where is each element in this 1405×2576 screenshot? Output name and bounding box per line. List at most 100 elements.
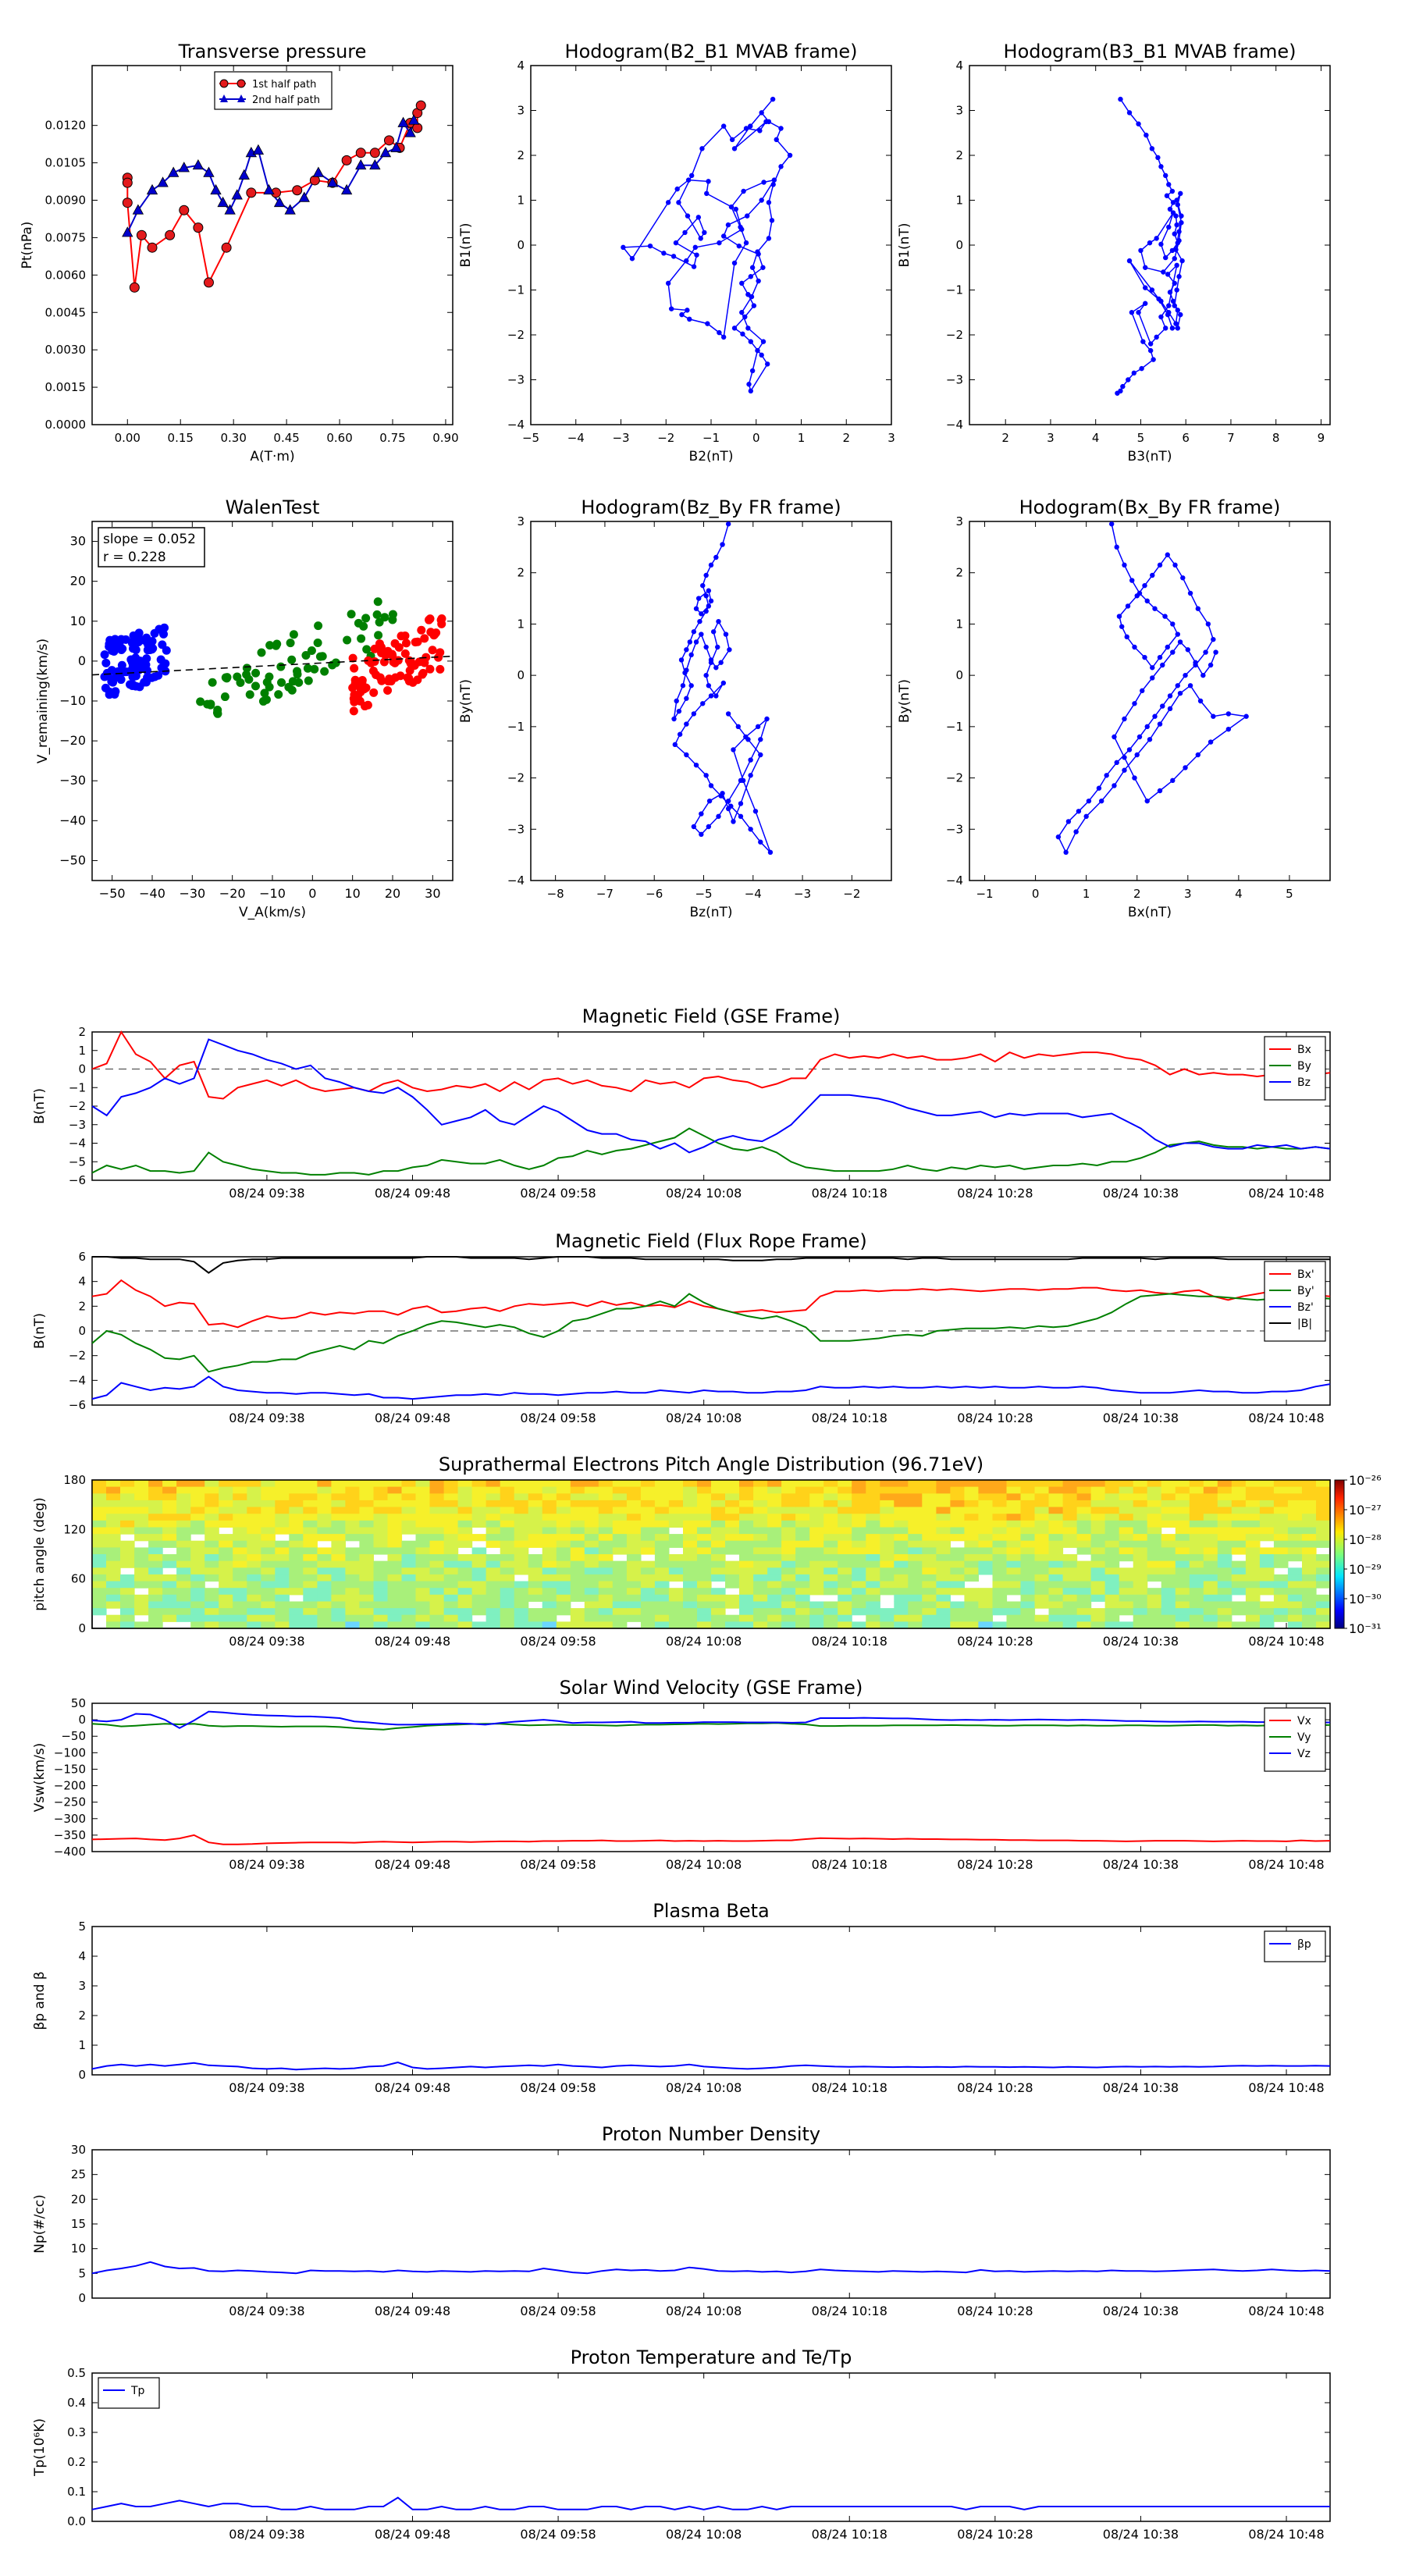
heatmap-cell xyxy=(1104,1486,1120,1494)
walen-point xyxy=(121,635,130,644)
hodogram-point xyxy=(717,240,722,246)
walen-point xyxy=(369,688,379,697)
heatmap-cell xyxy=(190,1614,205,1622)
heatmap-cell xyxy=(866,1594,880,1602)
hodogram-point xyxy=(668,306,674,311)
heatmap-cell xyxy=(401,1614,417,1622)
x-tick-label: 08/24 10:38 xyxy=(1103,1411,1179,1425)
heatmap-cell xyxy=(261,1554,276,1562)
heatmap-cell xyxy=(261,1608,276,1616)
x-tick-label: 08/24 10:38 xyxy=(1103,2304,1179,2318)
walen-point xyxy=(105,687,114,696)
walen-point xyxy=(112,672,121,681)
heatmap-cell xyxy=(739,1574,754,1582)
heatmap-cell xyxy=(359,1601,374,1609)
heatmap-cell xyxy=(401,1588,417,1596)
heatmap-cell xyxy=(950,1507,965,1514)
heatmap-cell xyxy=(1006,1480,1022,1488)
series-line-Bx xyxy=(91,1279,1331,1329)
heatmap-cell xyxy=(1245,1621,1261,1629)
heatmap-cell xyxy=(866,1480,880,1488)
heatmap-cell xyxy=(205,1514,219,1521)
heatmap-cell xyxy=(781,1574,796,1582)
heatmap-cell xyxy=(176,1520,191,1528)
hodogram-point xyxy=(1167,706,1173,712)
heatmap-cell xyxy=(767,1614,782,1622)
heatmap-cell xyxy=(1217,1560,1232,1568)
hodogram-point xyxy=(699,831,704,838)
hodogram-point xyxy=(738,801,744,806)
heatmap-cell xyxy=(584,1554,599,1562)
heatmap-cell xyxy=(1133,1514,1148,1521)
heatmap-cell xyxy=(936,1554,951,1562)
heatmap-cell xyxy=(852,1588,866,1596)
heatmap-cell xyxy=(950,1534,965,1542)
walen-point xyxy=(276,662,286,671)
heatmap-cell xyxy=(429,1581,445,1589)
hodogram-point xyxy=(1124,634,1129,640)
heatmap-cell xyxy=(289,1480,304,1488)
heatmap-cell xyxy=(1287,1588,1303,1596)
heatmap-cell xyxy=(542,1500,557,1508)
heatmap-cell xyxy=(725,1594,740,1602)
heatmap-cell xyxy=(457,1480,473,1488)
heatmap-cell xyxy=(739,1514,754,1521)
heatmap-cell xyxy=(753,1480,768,1488)
hodogram-point xyxy=(760,265,766,270)
walen-point xyxy=(260,688,269,698)
heatmap-cell xyxy=(92,1527,107,1535)
data-point-1st-half xyxy=(179,205,190,215)
heatmap-cell xyxy=(148,1540,163,1548)
heatmap-cell xyxy=(1302,1520,1317,1528)
heatmap-cell xyxy=(697,1547,712,1555)
heatmap-cell xyxy=(612,1614,628,1622)
heatmap-cell xyxy=(697,1601,712,1609)
hodogram-point xyxy=(674,698,679,704)
heatmap-cell xyxy=(556,1507,571,1514)
y-tick-label: 4 xyxy=(955,59,963,73)
hodogram-point xyxy=(766,119,772,125)
walen-point xyxy=(277,678,286,687)
heatmap-cell xyxy=(683,1547,698,1555)
heatmap-cell xyxy=(1231,1547,1247,1555)
heatmap-cell xyxy=(387,1574,403,1582)
heatmap-cell xyxy=(612,1567,628,1575)
heatmap-cell xyxy=(584,1608,599,1616)
heatmap-cell xyxy=(570,1567,585,1575)
heatmap-cell xyxy=(1203,1614,1218,1622)
heatmap-cell xyxy=(908,1574,923,1582)
heatmap-cell xyxy=(922,1594,937,1602)
heatmap-cell xyxy=(134,1574,149,1582)
heatmap-cell xyxy=(922,1486,937,1494)
annotation-box xyxy=(98,527,205,568)
heatmap-cell xyxy=(866,1588,880,1596)
heatmap-cell xyxy=(584,1601,599,1609)
heatmap-cell xyxy=(500,1507,515,1514)
y-tick-label: −30 xyxy=(59,773,86,788)
heatmap-cell xyxy=(471,1608,487,1616)
heatmap-cell xyxy=(781,1614,796,1622)
x-tick-label: −7 xyxy=(596,887,614,901)
heatmap-cell xyxy=(275,1500,290,1508)
heatmap-cell xyxy=(823,1588,838,1596)
y-axis-label: By(nT) xyxy=(897,679,912,723)
hodogram-trace xyxy=(673,524,771,853)
heatmap-cell xyxy=(739,1588,754,1596)
y-tick-label: −50 xyxy=(61,1729,86,1743)
heatmap-cell xyxy=(1090,1588,1106,1596)
heatmap-cell xyxy=(767,1514,782,1521)
hodogram-point xyxy=(1136,121,1141,126)
heatmap-cell xyxy=(1161,1493,1176,1501)
heatmap-cell xyxy=(1203,1520,1218,1528)
heatmap-cell xyxy=(838,1614,852,1622)
series-line-Bx xyxy=(91,1030,1331,1100)
heatmap-cell xyxy=(148,1608,163,1616)
heatmap-cell xyxy=(683,1520,698,1528)
heatmap-cell xyxy=(514,1534,529,1542)
hodogram-point xyxy=(1173,247,1179,252)
heatmap-cell xyxy=(148,1486,163,1494)
hodogram-point xyxy=(703,672,709,678)
heatmap-cell xyxy=(908,1520,923,1528)
hodogram-point xyxy=(738,777,744,784)
x-tick-label: 08/24 10:48 xyxy=(1248,2527,1324,2542)
